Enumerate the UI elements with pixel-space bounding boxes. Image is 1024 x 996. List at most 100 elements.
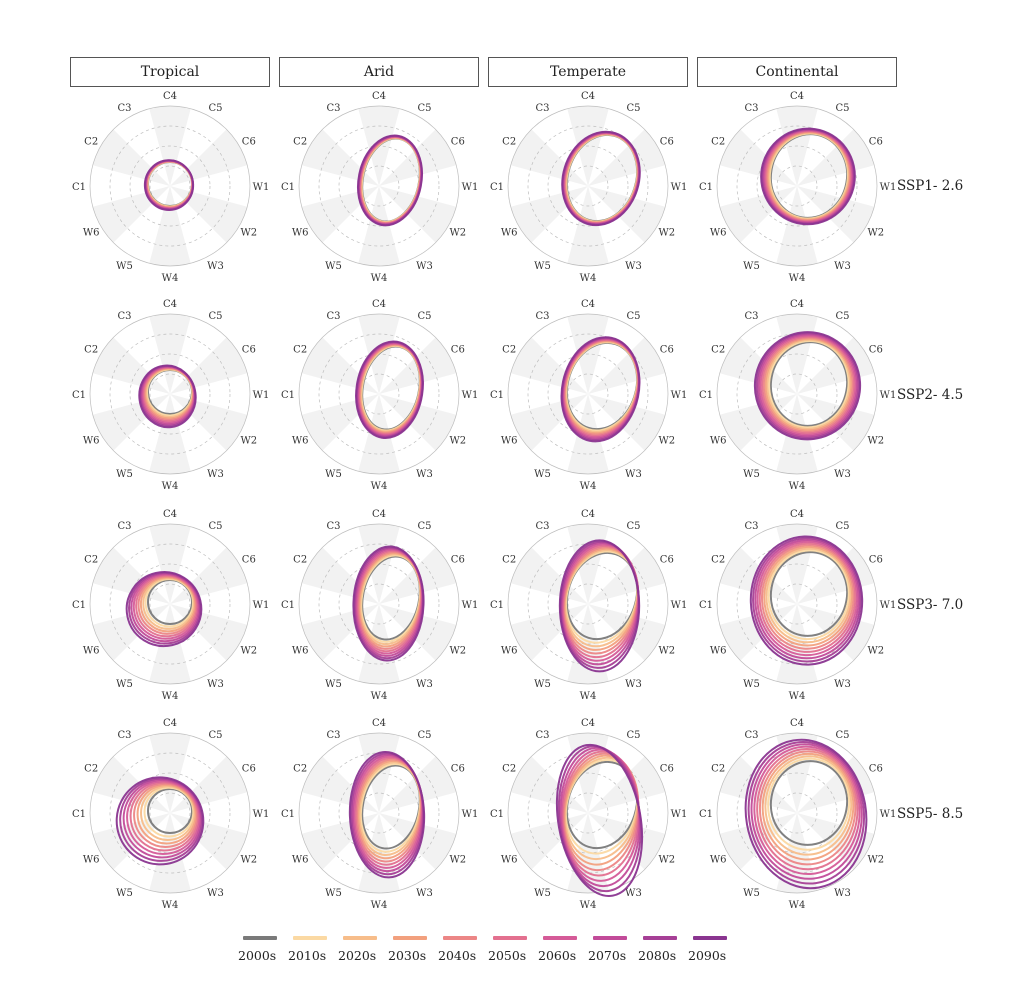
sector-label: C2 bbox=[711, 137, 725, 148]
sector-label: W2 bbox=[658, 855, 675, 866]
sector-label: W2 bbox=[240, 855, 257, 866]
sector-label: W1 bbox=[462, 390, 479, 401]
shaded-sector bbox=[797, 756, 875, 813]
sector-label: C3 bbox=[535, 311, 549, 322]
shaded-sector bbox=[588, 756, 666, 813]
sector-label: W5 bbox=[534, 888, 551, 899]
series-loop-2000s bbox=[769, 760, 849, 846]
sector-label: W6 bbox=[501, 855, 518, 866]
series-loop-2090s bbox=[115, 776, 205, 866]
sector-label: W5 bbox=[743, 679, 760, 690]
sector-label: C1 bbox=[490, 182, 504, 193]
sector-label: W5 bbox=[534, 469, 551, 480]
sector-label: C3 bbox=[117, 730, 131, 741]
sector-label: W4 bbox=[789, 273, 806, 284]
sector-label: C3 bbox=[326, 103, 340, 114]
shaded-sector bbox=[797, 129, 875, 186]
sector-label: C5 bbox=[626, 311, 640, 322]
grid-ring bbox=[89, 523, 251, 685]
sector-label: W2 bbox=[449, 228, 466, 239]
series-loop-2080s bbox=[755, 332, 860, 439]
series-loop-2010s bbox=[768, 340, 850, 429]
polar-panel: W1 W2 W3 W4 W5 W6 C1 C2 C3 C4 C5 C6 bbox=[490, 718, 687, 911]
sector-label: C3 bbox=[117, 103, 131, 114]
sector-label: W4 bbox=[162, 481, 179, 492]
series-loop-2060s bbox=[756, 540, 859, 657]
series-loop-2070s bbox=[754, 538, 860, 660]
sector-label: C1 bbox=[699, 182, 713, 193]
sector-label: W4 bbox=[371, 691, 388, 702]
sector-label: W1 bbox=[253, 182, 270, 193]
series-loop-2090s bbox=[744, 738, 868, 890]
series-loop-2000s bbox=[769, 341, 849, 427]
series-loop-2000s bbox=[147, 788, 193, 834]
sector-label: W2 bbox=[867, 436, 884, 447]
sector-label: C4 bbox=[163, 91, 177, 102]
series-loop-2020s bbox=[764, 755, 853, 856]
grid-ring bbox=[527, 333, 649, 455]
sector-label: C3 bbox=[744, 103, 758, 114]
sector-label: W1 bbox=[253, 390, 270, 401]
sector-label: W5 bbox=[743, 888, 760, 899]
grid-ring bbox=[89, 105, 251, 267]
sector-label: C4 bbox=[372, 299, 386, 310]
series-loop-2050s bbox=[756, 748, 859, 871]
sector-label: W3 bbox=[625, 261, 642, 272]
sector-label: W6 bbox=[83, 228, 100, 239]
sector-label: W2 bbox=[867, 855, 884, 866]
sector-label: C1 bbox=[281, 182, 295, 193]
sector-label: W5 bbox=[116, 888, 133, 899]
sector-label: C5 bbox=[417, 521, 431, 532]
series-loop-2040s bbox=[760, 544, 855, 650]
polar-panel: W1 W2 W3 W4 W5 W6 C1 C2 C3 C4 C5 C6 bbox=[490, 91, 687, 284]
series-loop-2050s bbox=[761, 335, 856, 435]
shaded-sector bbox=[588, 337, 666, 394]
polar-panel: W1 W2 W3 W4 W5 W6 C1 C2 C3 C4 C5 C6 bbox=[490, 509, 687, 702]
sector-label: W2 bbox=[240, 228, 257, 239]
shaded-sector bbox=[588, 547, 666, 604]
shaded-sector bbox=[588, 186, 666, 243]
series-loop-2020s bbox=[765, 547, 852, 644]
sector-label: C2 bbox=[502, 345, 516, 356]
sector-label: C1 bbox=[490, 390, 504, 401]
sector-label: W6 bbox=[710, 436, 727, 447]
sector-label: C5 bbox=[626, 521, 640, 532]
sector-label: W6 bbox=[83, 855, 100, 866]
sector-label: C3 bbox=[117, 521, 131, 532]
sector-label: C5 bbox=[835, 311, 849, 322]
grid-ring bbox=[109, 333, 231, 455]
shaded-sector bbox=[588, 129, 666, 186]
sector-label: W4 bbox=[789, 900, 806, 911]
sector-label: C6 bbox=[242, 555, 256, 566]
series-loop-2090s bbox=[352, 545, 425, 662]
shaded-sector bbox=[719, 129, 797, 186]
sector-label: W4 bbox=[580, 481, 597, 492]
sector-label: W4 bbox=[580, 691, 597, 702]
sector-label: W6 bbox=[501, 436, 518, 447]
sector-label: W2 bbox=[658, 228, 675, 239]
row-label-ssp1: SSP1- 2.6 bbox=[897, 178, 964, 194]
sector-label: W2 bbox=[658, 646, 675, 657]
sector-label: W6 bbox=[292, 436, 309, 447]
polar-panel: W1 W2 W3 W4 W5 W6 C1 C2 C3 C4 C5 C6 bbox=[699, 509, 896, 702]
series-loop-2080s bbox=[747, 741, 866, 885]
sector-label: C6 bbox=[242, 137, 256, 148]
grid-ring bbox=[756, 145, 838, 227]
sector-label: W2 bbox=[867, 228, 884, 239]
sector-label: W3 bbox=[625, 888, 642, 899]
sector-label: W3 bbox=[207, 888, 224, 899]
legend-item-2030s: 2030s bbox=[388, 936, 436, 963]
series-loop-2000s bbox=[769, 551, 849, 637]
sector-label: C5 bbox=[835, 730, 849, 741]
sector-label: W5 bbox=[325, 261, 342, 272]
polar-panel: W1 W2 W3 W4 W5 W6 C1 C2 C3 C4 C5 C6 bbox=[699, 299, 896, 492]
sector-label: C3 bbox=[326, 311, 340, 322]
sector-label: W5 bbox=[116, 261, 133, 272]
sector-label: C2 bbox=[711, 764, 725, 775]
sector-label: W3 bbox=[834, 679, 851, 690]
grid-ring bbox=[567, 373, 609, 415]
sector-label: C4 bbox=[790, 718, 804, 729]
sector-label: C4 bbox=[372, 509, 386, 520]
grid-ring bbox=[109, 543, 231, 665]
shaded-sector bbox=[797, 604, 875, 661]
